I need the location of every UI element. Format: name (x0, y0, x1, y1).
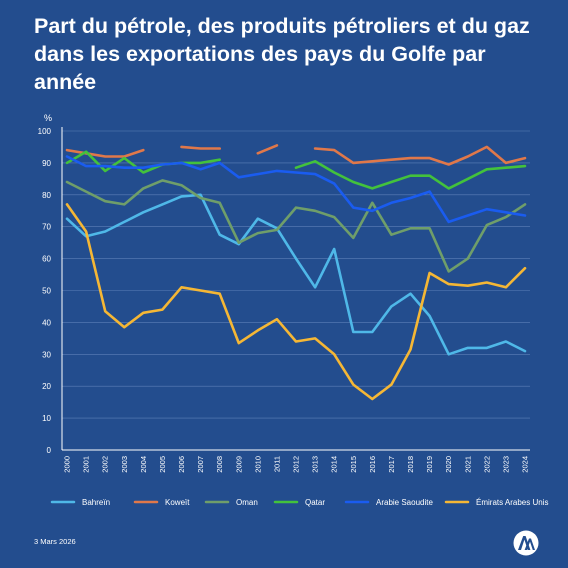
series-line-koweit (180, 145, 221, 150)
series-line-koweit (313, 145, 527, 166)
series-line-qatar (65, 150, 221, 174)
x-tick-label: 2022 (482, 456, 491, 473)
x-tick-label: 2001 (82, 456, 91, 473)
x-tick-label: 2019 (425, 456, 434, 473)
x-tick-label: 2020 (444, 456, 453, 473)
x-tick-label: 2021 (463, 456, 472, 473)
y-tick-label: 60 (42, 255, 51, 264)
series-line-koweit (65, 148, 145, 158)
x-tick-label: 2006 (177, 456, 186, 473)
x-tick-label: 2023 (501, 456, 510, 473)
series-line-emirats-arabes-unis (65, 203, 527, 401)
x-tick-label: 2024 (521, 456, 530, 473)
x-tick-label: 2013 (311, 456, 320, 473)
y-tick-label: 100 (38, 127, 52, 136)
x-tick-label: 2011 (272, 456, 281, 472)
series-line-koweit (256, 144, 279, 155)
y-axis-label: % (44, 113, 52, 123)
legend-label: Arabie Saoudite (376, 498, 433, 507)
y-tick-label: 90 (42, 159, 51, 168)
x-tick-label: 2007 (196, 456, 205, 473)
legend-label: Koweït (165, 498, 190, 507)
y-tick-label: 70 (42, 223, 51, 232)
legend-label: Oman (236, 498, 258, 507)
x-tick-label: 2015 (349, 456, 358, 473)
x-tick-label: 2004 (139, 456, 148, 473)
x-tick-label: 2010 (253, 456, 262, 473)
x-tick-label: 2017 (387, 456, 396, 473)
series-line-bahrein (65, 193, 527, 356)
y-tick-label: 40 (42, 318, 51, 327)
x-tick-label: 2009 (234, 456, 243, 473)
y-tick-label: 30 (42, 350, 51, 359)
legend-label: Qatar (305, 498, 325, 507)
y-tick-label: 0 (47, 446, 52, 455)
aa-logo-icon (513, 530, 539, 556)
x-tick-label: 2002 (101, 456, 110, 473)
x-tick-label: 2014 (330, 456, 339, 473)
x-tick-label: 2012 (292, 456, 301, 473)
series-line-qatar (294, 160, 527, 190)
page-title: Part du pétrole, des produits pétroliers… (34, 14, 530, 94)
series-line-oman (65, 179, 527, 273)
x-tick-label: 2008 (215, 456, 224, 473)
publication-date: 3 Mars 2026 (34, 537, 76, 546)
y-tick-label: 10 (42, 414, 51, 423)
x-tick-label: 2005 (158, 456, 167, 473)
y-tick-label: 50 (42, 287, 51, 296)
legend-label: Bahreïn (82, 498, 110, 507)
x-tick-label: 2018 (406, 456, 415, 473)
x-tick-label: 2003 (120, 456, 129, 473)
x-tick-label: 2000 (63, 456, 72, 473)
legend-label: Émirats Arabes Unis (476, 498, 548, 507)
y-tick-label: 20 (42, 382, 51, 391)
series-line-arabie-saoudite (65, 155, 527, 224)
x-tick-label: 2016 (368, 456, 377, 473)
y-tick-label: 80 (42, 191, 51, 200)
